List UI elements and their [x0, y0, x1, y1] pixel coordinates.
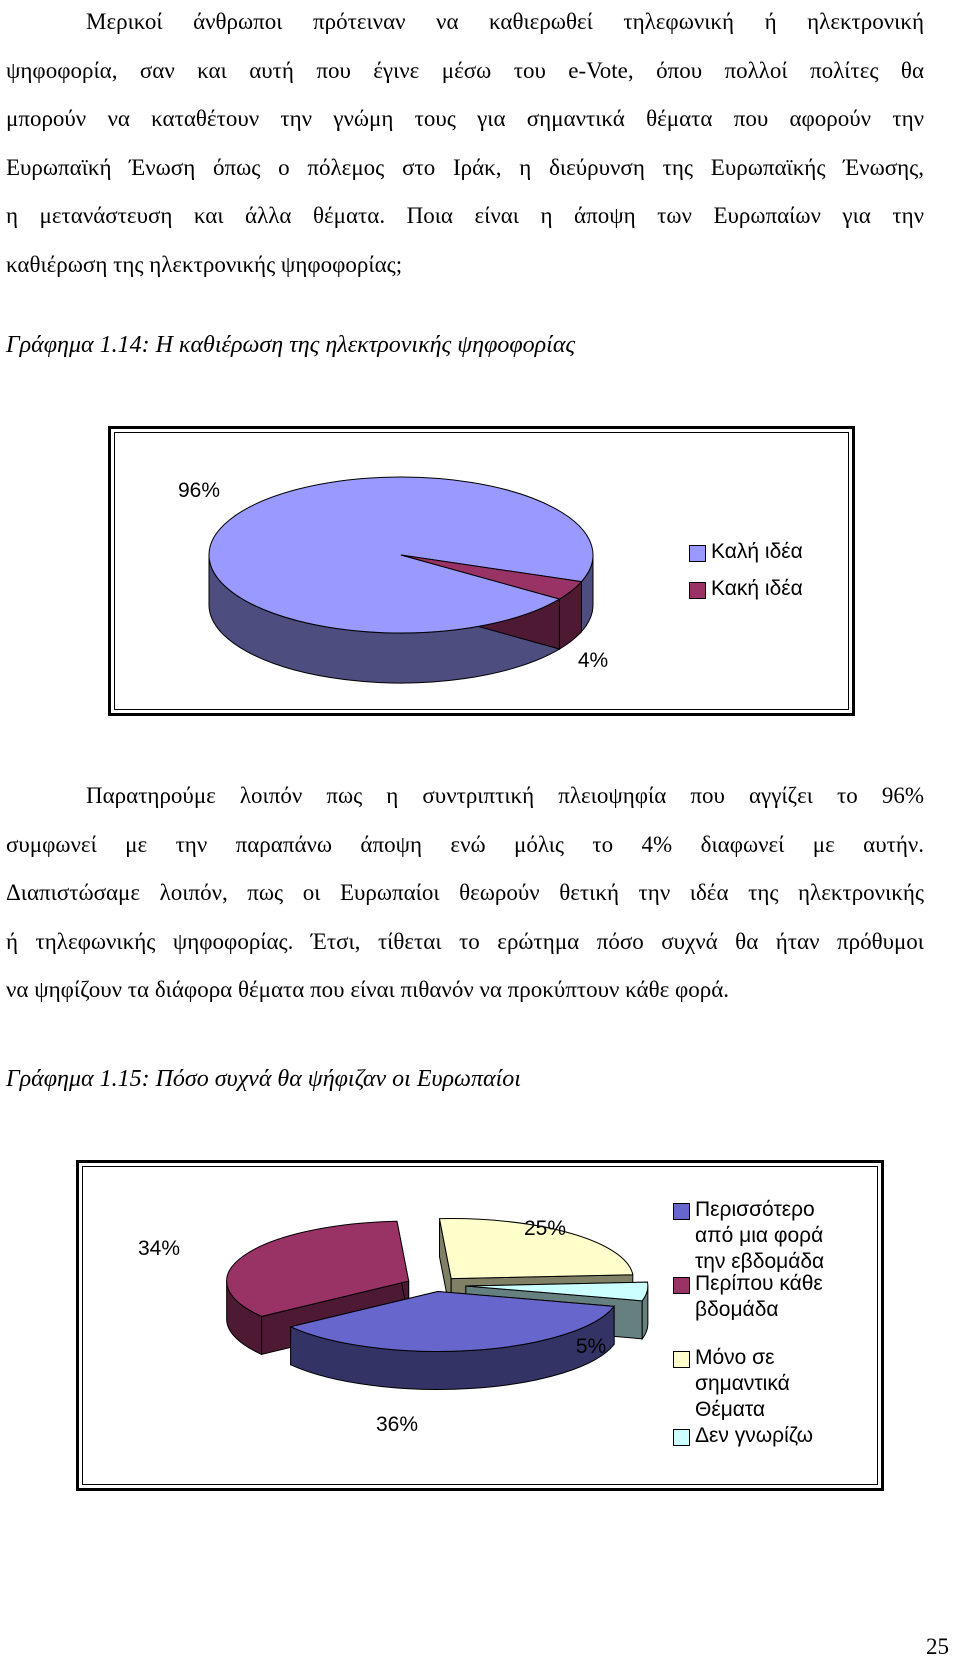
page-number: 25	[926, 1634, 949, 1659]
legend-swatch	[689, 545, 706, 562]
paragraph-1-line: η μετανάστευση και άλλα θέματα. Ποια είν…	[6, 203, 924, 228]
chart-1-inner-border	[114, 432, 849, 710]
chart-2-inner-border	[82, 1166, 878, 1485]
paragraph-1-line: μπορούν να καταθέτουν την γνώμη τους για…	[6, 106, 924, 131]
paragraph-2-line: Διαπιστώσαμε λοιπόν, πως οι Ευρωπαίοι θε…	[6, 880, 924, 905]
pie-slice	[289, 1290, 616, 1352]
pie-data-label: 34%	[138, 1237, 180, 1260]
paragraph-2-line: ή τηλεφωνικής ψηφοφορίας. Έτσι, τίθεται …	[6, 928, 924, 954]
chart-2-svg: 36% 34% 25% 5%	[138, 1217, 649, 1436]
chart-2-caption: Γράφημα 1.15: Πόσο συχνά θα ψήφιζαν οι Ε…	[6, 1066, 521, 1092]
pie-data-label: 96%	[178, 479, 220, 502]
paragraph-2-line: Παρατηρούμε λοιπόν πως η συντριπτική πλε…	[86, 783, 924, 808]
pie-slice	[400, 554, 583, 600]
chart-2-frame: 36% 34% 25% 5% Περισσότερο από μια φορά την ε…	[76, 1160, 884, 1491]
legend-label: Μόνο σε σημαντικά Θέματα	[695, 1346, 790, 1421]
legend-swatch	[673, 1351, 690, 1368]
paragraph-2-line: να ψηφίζουν τα διάφορα θέματα που είναι …	[6, 977, 730, 1002]
paragraph-1: Μερικοί άνθρωποι πρότειναν να καθιερωθεί…	[6, 0, 924, 289]
legend-label: Περίπου κάθε βδομάδα	[695, 1272, 823, 1321]
legend-label: Καλή ιδέα	[711, 540, 803, 563]
chart-1-svg: 96% 4%	[178, 476, 608, 684]
chart-1-frame: 96% 4% Καλή ιδέα Κακή ιδέα	[108, 426, 855, 716]
legend-swatch	[673, 1277, 690, 1294]
paragraph-1-line: Ευρωπαϊκή Ένωση όπως ο πόλεμος στο Ιράκ,…	[6, 154, 924, 180]
pie-data-label: 4%	[578, 649, 608, 672]
paragraph-1-line: ψηφοφορία, σαν και αυτή που έγινε μέσω τ…	[6, 57, 924, 83]
legend-label: Περισσότερο από μια φορά την εβδομάδα	[695, 1198, 825, 1273]
paragraph-2-line: συμφωνεί με την παραπάνω άποψη ενώ μόλις…	[6, 831, 924, 857]
pie-data-label: 25%	[524, 1217, 566, 1240]
chart-1-caption: Γράφημα 1.14: Η καθιέρωση της ηλεκτρονικ…	[6, 332, 576, 358]
paragraph-1-line: Μερικοί άνθρωποι πρότειναν να καθιερωθεί…	[86, 9, 924, 34]
pie-slice	[226, 1220, 410, 1317]
pie-slice	[438, 1218, 634, 1280]
legend-label: Κακή ιδέα	[711, 577, 803, 600]
pie-data-label: 5%	[576, 1335, 606, 1358]
legend-label: Δεν γνωρίζω	[695, 1424, 813, 1447]
legend-swatch	[673, 1203, 690, 1220]
pie-slice	[465, 1281, 649, 1302]
legend-swatch	[689, 582, 706, 599]
legend-swatch	[673, 1429, 690, 1446]
paragraph-2: Παρατηρούμε λοιπόν πως η συντριπτική πλε…	[6, 772, 924, 1015]
paragraph-1-line: καθιέρωση της ηλεκτρονικής ψηφοφορίας;	[6, 251, 403, 277]
pie-data-label: 36%	[376, 1413, 418, 1436]
